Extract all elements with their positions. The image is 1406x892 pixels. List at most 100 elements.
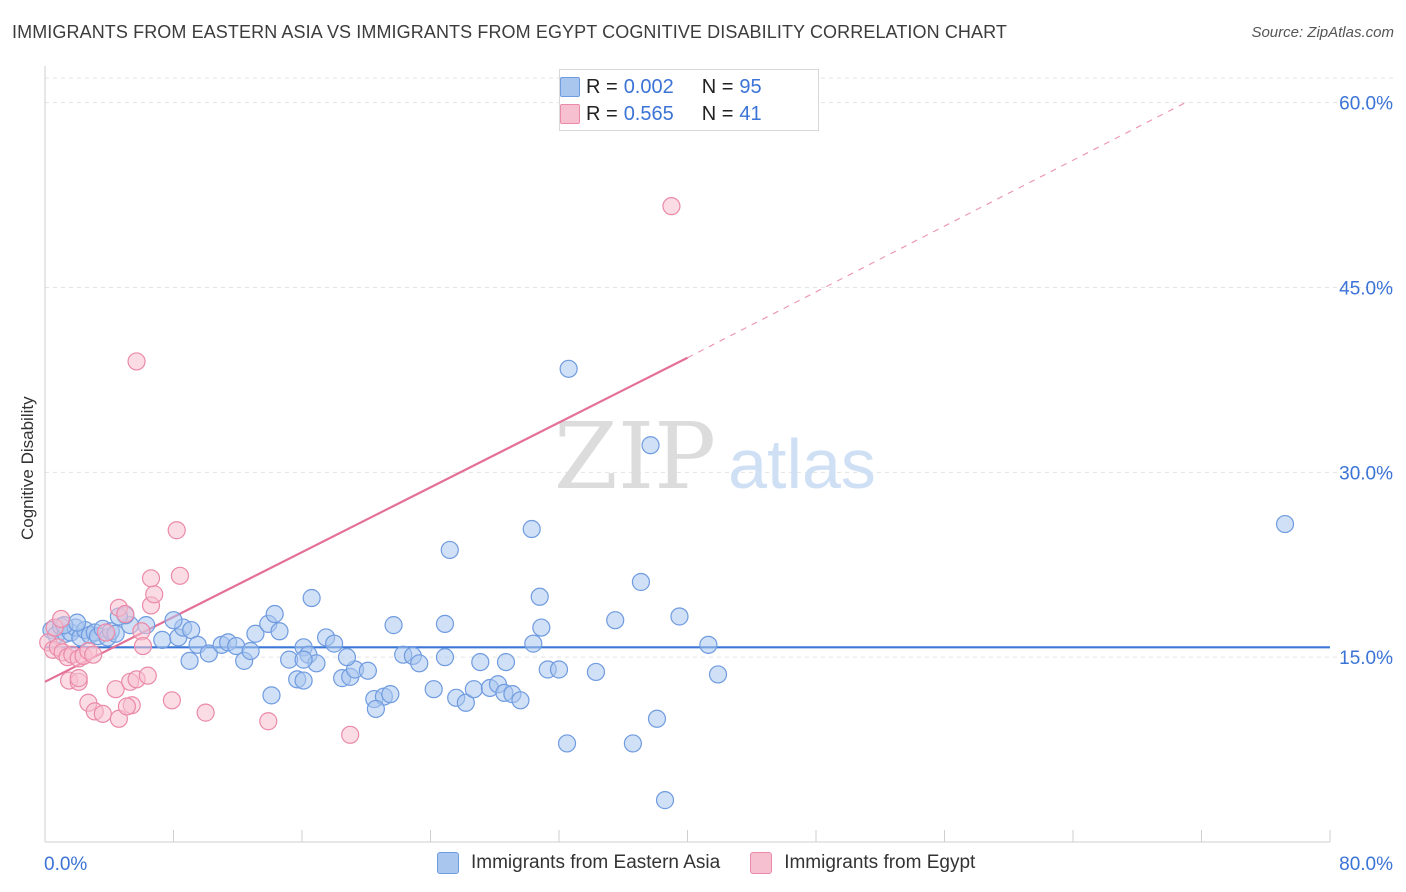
point-eastern-asia — [440, 540, 459, 560]
point-eastern-asia — [647, 709, 667, 728]
legend-row-egypt: R = 0.565 N = 41 — [560, 102, 762, 125]
point-egypt — [162, 691, 181, 710]
point-eastern-asia — [530, 587, 549, 606]
series-swatch-blue — [437, 852, 459, 874]
series-legend-label: Immigrants from Egypt — [784, 852, 976, 873]
point-eastern-asia — [655, 791, 675, 810]
source-label: Source: ZipAtlas.com — [1251, 24, 1394, 41]
chart-title: IMMIGRANTS FROM EASTERN ASIA VS IMMIGRAN… — [12, 22, 1007, 42]
point-eastern-asia — [294, 650, 313, 669]
point-egypt — [93, 704, 112, 723]
point-egypt — [145, 585, 164, 604]
point-eastern-asia — [366, 699, 385, 719]
y-tick-label: 60.0% — [1339, 94, 1393, 115]
point-egypt — [69, 669, 88, 688]
point-egypt — [167, 521, 186, 540]
point-eastern-asia — [471, 652, 490, 672]
point-eastern-asia — [1275, 514, 1295, 534]
legend-swatch-blue — [560, 77, 580, 97]
point-eastern-asia — [294, 671, 313, 690]
point-eastern-asia — [270, 622, 289, 641]
legend-r-value: 0.002 — [623, 75, 674, 98]
point-egypt — [196, 703, 215, 722]
point-eastern-asia — [265, 604, 284, 624]
point-eastern-asia — [435, 614, 455, 633]
point-eastern-asia — [532, 618, 551, 637]
series-legend-eastern-asia[interactable]: Immigrants from Eastern Asia — [437, 852, 720, 874]
point-eastern-asia — [381, 685, 400, 704]
y-tick-label: 15.0% — [1339, 648, 1393, 669]
y-tick-label: 30.0% — [1339, 463, 1393, 484]
watermark-atlas: atlas — [728, 425, 876, 503]
trend-line-egypt-extension — [687, 102, 1186, 359]
stats-legend: R = 0.002 N = 95 R = 0.565 N = 41 — [559, 69, 819, 131]
point-egypt — [341, 725, 360, 744]
point-eastern-asia — [549, 660, 569, 679]
legend-r-value: 0.565 — [623, 102, 674, 125]
legend-r-label: R = — [586, 75, 618, 98]
point-eastern-asia — [384, 616, 403, 635]
point-eastern-asia — [410, 654, 429, 673]
grid-lines — [45, 77, 1393, 658]
data-points — [39, 197, 1295, 810]
trend-lines — [44, 102, 1330, 683]
point-eastern-asia — [699, 635, 718, 654]
point-egypt — [259, 712, 278, 731]
point-egypt — [170, 566, 190, 585]
point-eastern-asia — [708, 665, 728, 684]
legend-n-label: N = — [701, 102, 734, 125]
watermark-zip: ZIP — [554, 403, 716, 510]
series-legend-egypt[interactable]: Immigrants from Egypt — [750, 852, 975, 874]
point-egypt — [84, 645, 103, 664]
legend-r-label: R = — [586, 102, 618, 125]
point-egypt — [96, 623, 116, 642]
point-eastern-asia — [358, 661, 377, 680]
point-eastern-asia — [586, 662, 606, 682]
point-eastern-asia — [456, 693, 475, 712]
point-eastern-asia — [623, 734, 642, 753]
point-eastern-asia — [522, 519, 541, 539]
watermark: ZIP atlas — [554, 403, 876, 510]
legend-swatch-pink — [560, 104, 580, 124]
point-eastern-asia — [641, 436, 660, 455]
point-eastern-asia — [557, 734, 577, 753]
point-eastern-asia — [164, 611, 183, 630]
point-eastern-asia — [435, 648, 455, 667]
point-eastern-asia — [153, 630, 172, 650]
series-swatch-pink — [750, 852, 773, 874]
point-egypt — [51, 609, 71, 629]
y-tick-label: 45.0% — [1339, 278, 1393, 299]
point-eastern-asia — [631, 572, 651, 592]
point-eastern-asia — [496, 652, 516, 672]
point-egypt — [141, 569, 161, 588]
x-tick-label: 0.0% — [44, 854, 87, 875]
point-egypt — [116, 604, 135, 624]
point-eastern-asia — [262, 686, 281, 705]
point-eastern-asia — [246, 624, 265, 643]
point-egypt — [138, 666, 157, 685]
point-eastern-asia — [180, 651, 199, 670]
point-egypt — [662, 197, 681, 216]
point-eastern-asia — [337, 648, 357, 667]
point-eastern-asia — [424, 680, 443, 699]
x-tick-label: 80.0% — [1339, 854, 1393, 875]
point-eastern-asia — [559, 359, 578, 378]
point-egypt — [117, 697, 137, 716]
point-eastern-asia — [464, 680, 483, 699]
legend-n-label: N = — [701, 75, 734, 98]
legend-row-eastern-asia: R = 0.002 N = 95 — [560, 75, 762, 98]
legend-n-value: 41 — [739, 102, 762, 125]
point-eastern-asia — [199, 644, 218, 663]
point-egypt — [106, 680, 125, 699]
point-eastern-asia — [325, 634, 344, 653]
point-egypt — [127, 352, 146, 371]
series-legend: Immigrants from Eastern Asia Immigrants … — [437, 852, 1005, 874]
point-eastern-asia — [670, 607, 689, 626]
point-eastern-asia — [606, 611, 625, 630]
axes — [44, 66, 1331, 843]
legend-n-value: 95 — [739, 75, 762, 98]
point-eastern-asia — [302, 588, 321, 608]
tick-labels: 15.0% 30.0% 45.0% 60.0% 0.0% 80.0% — [44, 94, 1393, 875]
point-eastern-asia — [241, 641, 260, 661]
